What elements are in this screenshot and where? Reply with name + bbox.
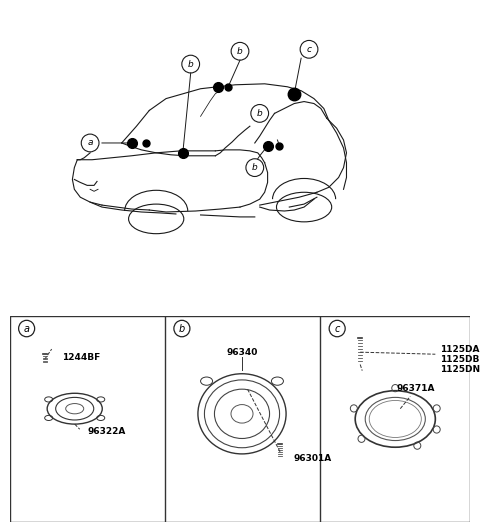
Text: 96340: 96340 — [226, 348, 258, 357]
Text: 1125DA: 1125DA — [440, 345, 480, 354]
Text: 1125DN: 1125DN — [440, 365, 480, 374]
Text: b: b — [237, 47, 243, 56]
Text: 96301A: 96301A — [293, 454, 331, 463]
Text: c: c — [335, 324, 340, 334]
Text: 96371A: 96371A — [396, 384, 434, 393]
Text: 1125DB: 1125DB — [440, 355, 480, 364]
Text: b: b — [188, 60, 193, 69]
Text: 96322A: 96322A — [88, 427, 126, 436]
Text: b: b — [179, 324, 185, 334]
Text: b: b — [252, 163, 258, 172]
Text: a: a — [87, 139, 93, 148]
Text: b: b — [257, 109, 263, 118]
Text: 1244BF: 1244BF — [62, 353, 100, 362]
Text: a: a — [24, 324, 30, 334]
Text: c: c — [307, 45, 312, 54]
